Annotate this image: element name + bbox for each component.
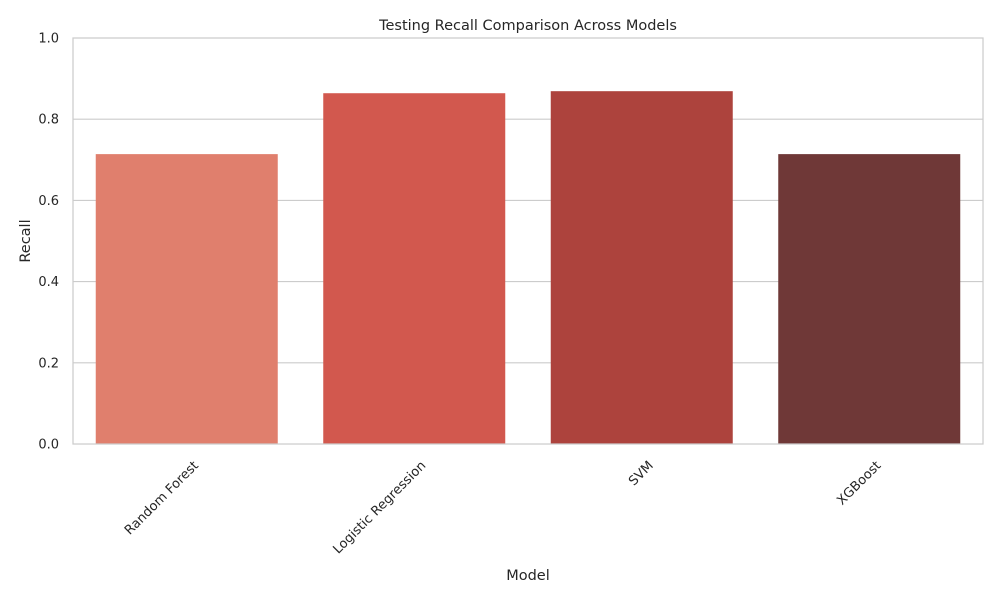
x-axis-label: Model <box>506 568 550 584</box>
bars <box>95 91 961 444</box>
y-tick-label: 0.4 <box>38 275 59 290</box>
y-axis-label: Recall <box>18 219 34 262</box>
y-tick-label: 0.2 <box>38 356 59 371</box>
bar-random-forest <box>95 154 278 444</box>
y-tick-label: 0.0 <box>38 438 59 453</box>
bar-logistic-regression <box>323 93 506 444</box>
plot-frame <box>72 37 984 445</box>
y-tick-label: 0.8 <box>38 113 59 128</box>
bar-xgboost <box>778 154 961 444</box>
chart-title: Testing Recall Comparison Across Models <box>378 18 677 34</box>
y-tick-labels: 0.0 0.2 0.4 0.6 0.8 1.0 <box>38 32 59 453</box>
y-tick-label: 1.0 <box>38 32 59 47</box>
y-tick-label: 0.6 <box>38 194 59 209</box>
bar-svm <box>550 91 733 444</box>
